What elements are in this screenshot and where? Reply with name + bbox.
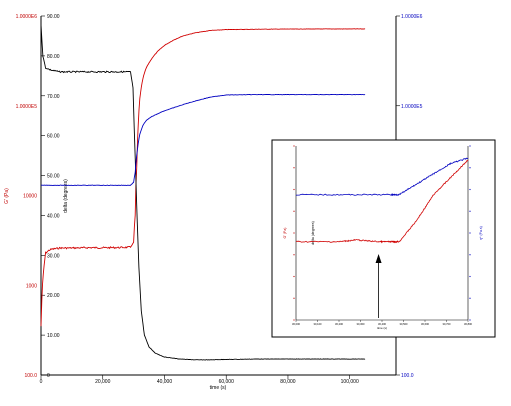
series-line-g_prime bbox=[40, 28, 366, 327]
inset-x-tick-label: 30,400 bbox=[378, 322, 386, 326]
inset-g-prime-line bbox=[296, 159, 469, 244]
inset-chart: 30,000 30,100 30,200 30,300 30,400 30,500 30,6… bbox=[271, 139, 496, 338]
inset-arrow-head bbox=[375, 254, 382, 263]
x-tick-label: 60,000 bbox=[219, 379, 235, 385]
delta-tick-label: 60.00 bbox=[47, 134, 60, 140]
g-prime-axis: 100.0 1000 10000 1.0000E5 1.0000E6 bbox=[16, 14, 38, 379]
g-prime-tick-label: 1.0000E5 bbox=[16, 104, 38, 110]
inset-right-tick bbox=[469, 254, 471, 256]
inset-ticks: 30,000 30,100 30,200 30,300 30,400 30,500 30,6… bbox=[292, 145, 473, 326]
x-axis: 0 20,000 40,000 60,000 80,000 100,000 bbox=[40, 375, 359, 385]
delta-tick-label: 0 bbox=[47, 373, 50, 379]
delta-axis: 0 10.00 20.00 30.00 40.00 50.00 60.00 70.00 80.0… bbox=[41, 14, 60, 379]
eta-tick-label: 1.0000E5 bbox=[401, 104, 423, 110]
inset-x-tick-label: 30,600 bbox=[421, 322, 429, 326]
inset-x-label: time (s) bbox=[377, 326, 387, 330]
g-prime-tick-label: 10000 bbox=[23, 194, 37, 200]
inset-right-tick bbox=[469, 319, 471, 321]
x-axis-label: time (s) bbox=[210, 385, 227, 391]
inset-left-tick bbox=[293, 145, 295, 147]
inset-left-tick bbox=[293, 319, 295, 321]
x-tick-label: 40,000 bbox=[157, 379, 173, 385]
eta-tick-label: 1.0000E6 bbox=[401, 14, 423, 20]
delta-axis-label: delta (degrees) bbox=[63, 179, 69, 213]
inset-right-label: η* (Pa.s) bbox=[479, 226, 483, 240]
series-line-eta bbox=[40, 94, 366, 186]
inset-x-tick-label: 30,500 bbox=[400, 322, 408, 326]
delta-tick-label: 10.00 bbox=[47, 333, 60, 339]
x-tick-label: 100,000 bbox=[341, 379, 359, 385]
inset-right-tick bbox=[469, 210, 471, 212]
inset-x-tick-label: 30,300 bbox=[357, 322, 365, 326]
delta-tick-label: 90.00 bbox=[47, 14, 60, 20]
inset-left-tick bbox=[293, 210, 295, 212]
series-line-delta bbox=[40, 24, 366, 361]
x-tick-label: 20,000 bbox=[95, 379, 111, 385]
inset-frame bbox=[271, 139, 496, 338]
inset-x-tick-label: 30,800 bbox=[464, 322, 472, 326]
delta-tick-label: 80.00 bbox=[47, 54, 60, 60]
inset-left-tick bbox=[293, 254, 295, 256]
inset-left-tick bbox=[293, 297, 295, 299]
inset-x-tick-label: 30,700 bbox=[443, 322, 451, 326]
inset-right-tick bbox=[469, 145, 471, 147]
x-tick-label: 80,000 bbox=[280, 379, 296, 385]
series-layer bbox=[40, 24, 366, 361]
g-prime-tick-label: 1.0000E6 bbox=[16, 14, 38, 20]
inset-series bbox=[295, 157, 469, 318]
inset-left-tick bbox=[293, 232, 295, 234]
g-prime-axis-label: G' (Pa) bbox=[4, 188, 10, 204]
inset-right-tick bbox=[469, 275, 471, 278]
delta-tick-label: 20.00 bbox=[47, 293, 60, 299]
inset-right-tick bbox=[469, 167, 471, 169]
delta-tick-label: 50.00 bbox=[47, 174, 60, 180]
inset-left-tick bbox=[293, 167, 295, 169]
delta-tick-label: 70.00 bbox=[47, 94, 60, 100]
inset-x-tick-label: 30,200 bbox=[335, 322, 343, 326]
inset-left-tick bbox=[293, 188, 295, 191]
inset-mid-label: delta (degrees) bbox=[311, 221, 315, 245]
inset-x-tick-label: 30,100 bbox=[314, 322, 322, 326]
inset-right-tick bbox=[469, 232, 471, 234]
g-prime-tick-label: 100.0 bbox=[24, 373, 37, 379]
x-tick-label: 0 bbox=[40, 379, 43, 385]
g-prime-tick-label: 1000 bbox=[26, 283, 37, 289]
inset-left-label: G' (Pa) bbox=[283, 228, 287, 239]
inset-eta-line bbox=[295, 157, 469, 197]
eta-tick-label: 100.0 bbox=[401, 373, 414, 379]
inset-left-tick bbox=[293, 275, 295, 278]
inset-x-tick-label: 30,000 bbox=[292, 322, 300, 326]
inset-right-tick bbox=[469, 297, 471, 299]
delta-tick-label: 30.00 bbox=[47, 253, 60, 259]
delta-tick-label: 40.00 bbox=[47, 213, 60, 219]
inset-right-tick bbox=[469, 188, 471, 191]
